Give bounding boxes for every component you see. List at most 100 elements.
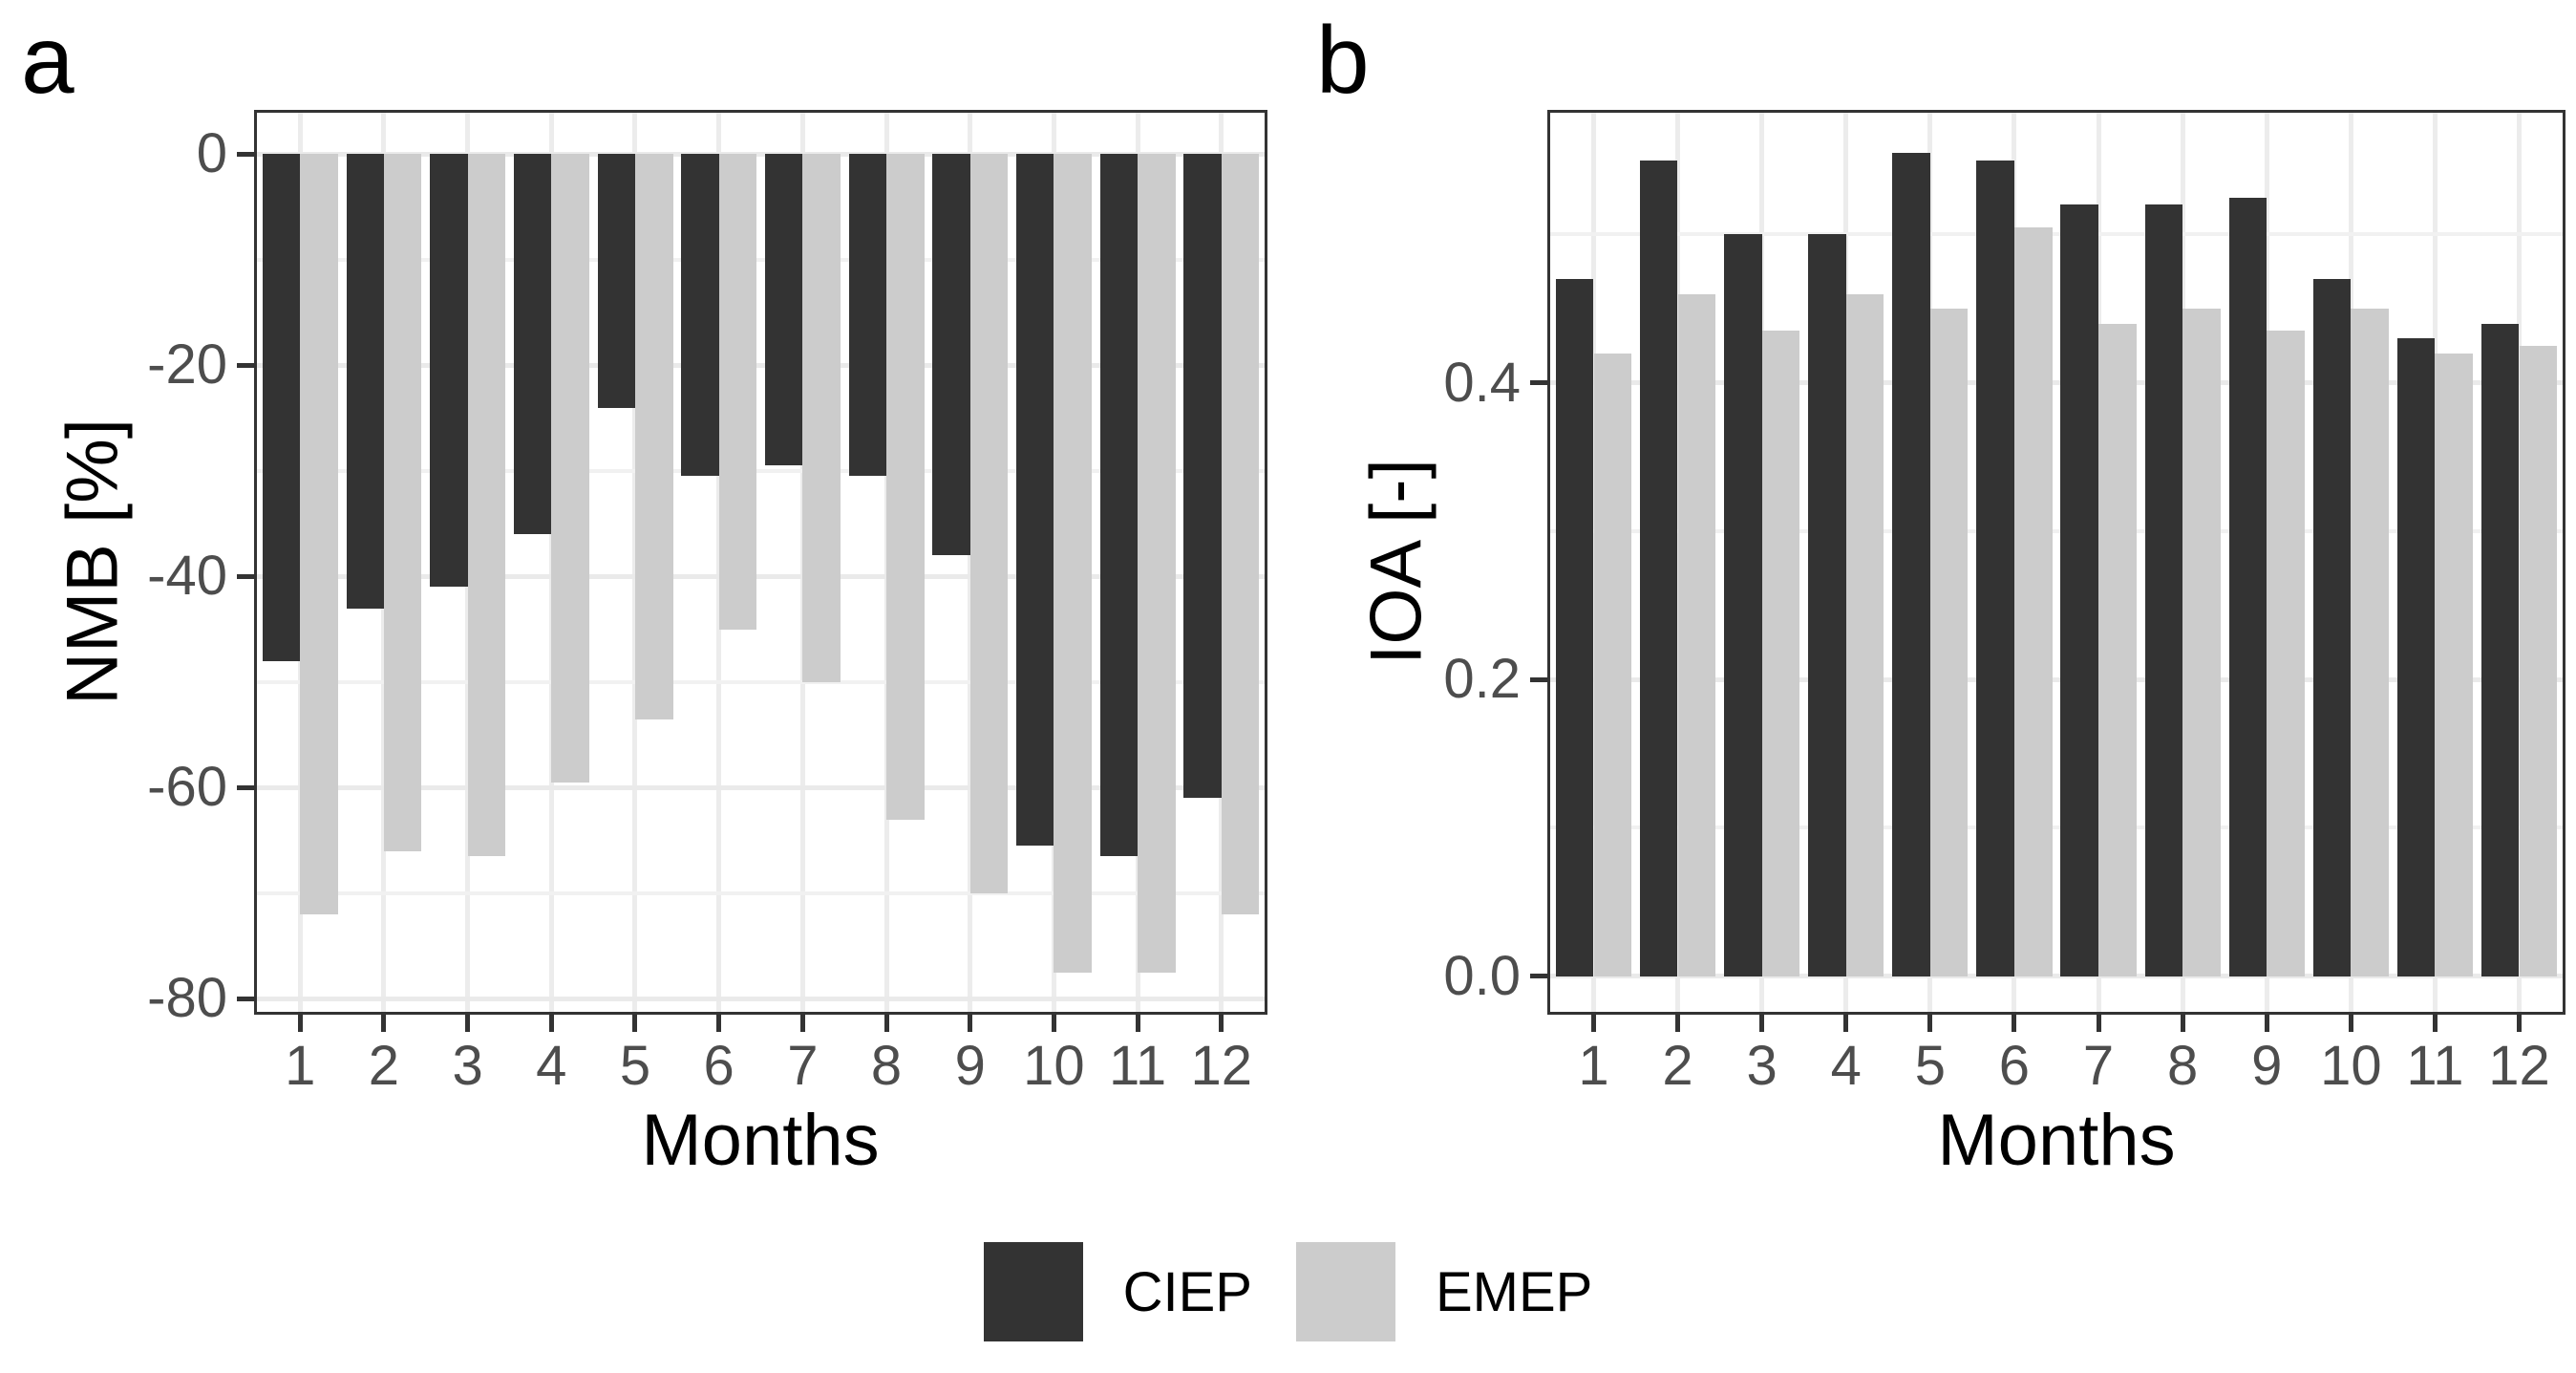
gridline-v-month-4 — [548, 110, 554, 1015]
gridline-h-major — [254, 573, 1267, 579]
gridline-v-month-6 — [2012, 110, 2017, 1015]
legend-swatch-ciep — [983, 1242, 1083, 1341]
x-tick — [1843, 1015, 1849, 1032]
gridline-h-major — [254, 784, 1267, 790]
x-tick-label: 1 — [285, 1035, 316, 1097]
gridline-h-major — [254, 996, 1267, 1001]
bar-ciep-month-6 — [1976, 160, 2014, 976]
gridline-h-minor — [1547, 528, 2565, 533]
bar-emep-month-6 — [718, 154, 757, 630]
y-tick-label: -80 — [147, 967, 227, 1030]
bar-ciep-month-3 — [430, 154, 468, 588]
gridline-v-month-5 — [632, 110, 638, 1015]
bar-ciep-month-9 — [2228, 197, 2267, 976]
gridline-h-minor — [1547, 232, 2565, 237]
bar-emep-month-1 — [1593, 353, 1632, 976]
bar-emep-month-2 — [383, 154, 422, 851]
x-tick-label: 8 — [870, 1035, 903, 1097]
gridline-h-minor — [254, 890, 1267, 895]
x-tick-label: 12 — [2488, 1035, 2550, 1097]
x-tick-label: 5 — [1914, 1035, 1946, 1097]
x-tick-label: 11 — [1108, 1035, 1167, 1097]
gridline-v-month-6 — [716, 110, 722, 1015]
x-tick-label: 4 — [1830, 1035, 1862, 1097]
x-tick-label: 7 — [787, 1035, 819, 1097]
bar-emep-month-5 — [635, 154, 673, 719]
x-tick — [1590, 1015, 1596, 1032]
x-tick — [465, 1015, 471, 1032]
bar-ciep-month-9 — [932, 154, 970, 556]
y-tick-label: -20 — [147, 333, 227, 397]
gridline-h-minor — [254, 257, 1267, 262]
legend-label-ciep: CIEP — [1122, 1260, 1252, 1323]
x-tick — [1051, 1015, 1056, 1032]
x-tick-label: 4 — [536, 1035, 567, 1097]
gridline-h-major — [254, 151, 1267, 157]
gridline-h-minor — [1547, 826, 2565, 830]
bar-ciep-month-6 — [681, 154, 719, 477]
y-tick-label: -60 — [147, 756, 227, 819]
bar-ciep-month-10 — [1015, 154, 1054, 847]
x-tick — [1927, 1015, 1933, 1032]
gridline-v-month-3 — [1759, 110, 1765, 1015]
x-tick-label: 5 — [619, 1035, 651, 1097]
bar-ciep-month-11 — [2396, 338, 2436, 976]
bar-ciep-month-3 — [1724, 234, 1762, 976]
gridline-h-major — [1547, 676, 2565, 682]
y-tick-label: 0.2 — [1443, 648, 1521, 711]
bar-emep-month-12 — [2519, 345, 2558, 976]
x-tick-label: 2 — [1662, 1035, 1693, 1097]
y-tick — [237, 573, 254, 579]
bar-ciep-month-8 — [848, 154, 887, 477]
bar-emep-month-6 — [2014, 226, 2053, 976]
bar-ciep-month-2 — [346, 154, 384, 609]
x-tick — [2264, 1015, 2269, 1032]
y-tick — [237, 996, 254, 1001]
x-tick-label: 7 — [2082, 1035, 2115, 1097]
gridline-v-month-1 — [1590, 110, 1596, 1015]
x-tick — [2348, 1015, 2353, 1032]
y-tick — [1530, 676, 1547, 682]
bar-ciep-month-2 — [1639, 160, 1678, 976]
bar-emep-month-3 — [467, 154, 506, 857]
x-tick-label: 6 — [1998, 1035, 2031, 1097]
panel-b-y-axis-title: IOA [-] — [1355, 459, 1437, 665]
y-tick-label: 0.4 — [1443, 351, 1521, 414]
x-tick-label: 10 — [1023, 1035, 1085, 1097]
y-tick-label: 0.0 — [1443, 944, 1521, 1007]
x-tick — [1675, 1015, 1681, 1032]
bar-emep-month-11 — [1138, 154, 1176, 973]
bar-ciep-month-12 — [2480, 323, 2520, 976]
bar-emep-month-8 — [2182, 309, 2221, 976]
panel-b-tag: b — [1316, 7, 1370, 114]
x-tick — [2012, 1015, 2017, 1032]
bar-emep-month-10 — [1054, 154, 1092, 973]
gridline-v-month-4 — [1843, 110, 1849, 1015]
bar-emep-month-10 — [2351, 309, 2389, 976]
x-tick-label: 2 — [368, 1035, 400, 1097]
y-tick — [1530, 974, 1547, 979]
x-tick — [716, 1015, 722, 1032]
x-tick-label: 3 — [1746, 1035, 1778, 1097]
gridline-h-minor — [254, 679, 1267, 684]
x-tick — [1219, 1015, 1224, 1032]
x-tick — [1759, 1015, 1765, 1032]
gridline-h-major — [1547, 380, 2565, 386]
legend-entry-emep: EMEP — [1296, 1242, 1592, 1341]
bar-ciep-month-5 — [1892, 153, 1930, 976]
legend-swatch-emep — [1296, 1242, 1395, 1341]
y-tick-label: -40 — [147, 545, 227, 608]
x-tick — [381, 1015, 387, 1032]
bar-emep-month-5 — [1929, 309, 1969, 976]
y-tick — [237, 784, 254, 790]
panel-a-plot-area — [254, 110, 1267, 1015]
bar-emep-month-11 — [2435, 353, 2473, 976]
bar-emep-month-7 — [802, 154, 841, 682]
bar-ciep-month-7 — [764, 154, 803, 466]
x-tick-label: 9 — [954, 1035, 986, 1097]
bar-ciep-month-11 — [1099, 154, 1139, 857]
bar-ciep-month-1 — [1555, 279, 1594, 976]
bar-emep-month-4 — [1845, 293, 1884, 976]
bar-emep-month-7 — [2098, 323, 2137, 976]
